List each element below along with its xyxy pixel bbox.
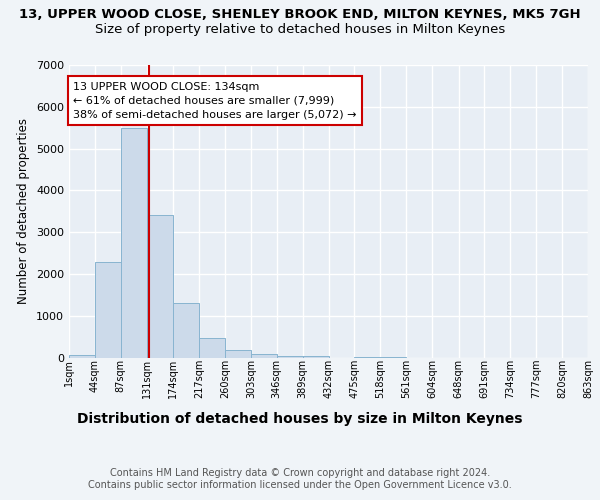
Text: 13, UPPER WOOD CLOSE, SHENLEY BROOK END, MILTON KEYNES, MK5 7GH: 13, UPPER WOOD CLOSE, SHENLEY BROOK END,…: [19, 8, 581, 20]
Text: Contains public sector information licensed under the Open Government Licence v3: Contains public sector information licen…: [88, 480, 512, 490]
Text: Size of property relative to detached houses in Milton Keynes: Size of property relative to detached ho…: [95, 22, 505, 36]
Y-axis label: Number of detached properties: Number of detached properties: [17, 118, 31, 304]
Bar: [173, 303, 199, 358]
Bar: [121, 128, 146, 358]
Text: 13 UPPER WOOD CLOSE: 134sqm
← 61% of detached houses are smaller (7,999)
38% of : 13 UPPER WOOD CLOSE: 134sqm ← 61% of det…: [73, 82, 357, 120]
Bar: [95, 262, 121, 358]
Bar: [302, 356, 329, 358]
Bar: [147, 216, 173, 358]
Bar: [199, 338, 225, 357]
Text: Distribution of detached houses by size in Milton Keynes: Distribution of detached houses by size …: [77, 412, 523, 426]
Bar: [251, 354, 277, 358]
Bar: [69, 356, 95, 358]
Bar: [277, 356, 302, 358]
Text: Contains HM Land Registry data © Crown copyright and database right 2024.: Contains HM Land Registry data © Crown c…: [110, 468, 490, 477]
Bar: [225, 350, 251, 358]
